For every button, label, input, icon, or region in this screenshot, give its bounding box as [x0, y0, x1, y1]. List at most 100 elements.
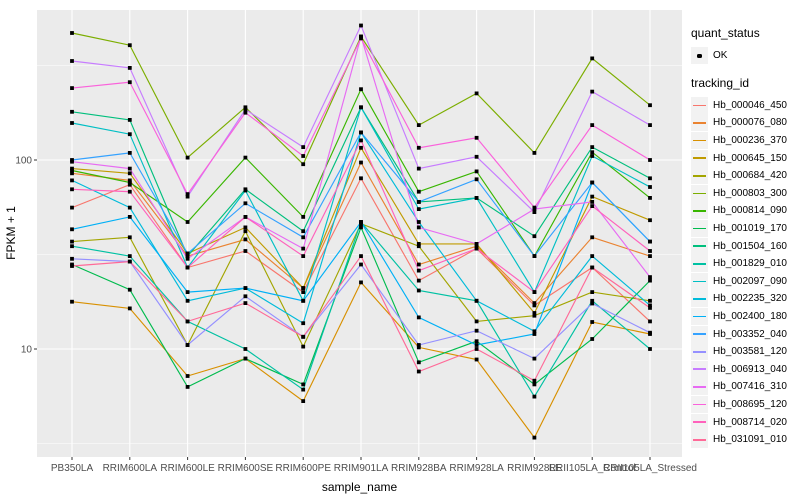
- data-point: [243, 105, 248, 110]
- data-point: [590, 123, 595, 127]
- data-point: [301, 154, 306, 158]
- legend-item-label: Hb_002235_320: [713, 293, 787, 305]
- legend-key-swatch: [691, 237, 708, 255]
- data-point: [243, 356, 248, 361]
- data-point: [243, 294, 248, 299]
- data-point: [70, 121, 74, 125]
- x-tick-label: RRIM901LA: [334, 463, 389, 474]
- legend-item[interactable]: Hb_001019_170: [691, 220, 799, 238]
- data-point: [359, 280, 363, 285]
- data-point: [127, 178, 132, 183]
- data-point: [301, 382, 306, 387]
- legend-item[interactable]: Hb_002400_180: [691, 308, 799, 326]
- data-point: [359, 36, 363, 41]
- legend-item[interactable]: Hb_000236_370: [691, 132, 799, 150]
- data-point: [532, 378, 537, 383]
- legend-item[interactable]: Hb_001504_160: [691, 237, 799, 255]
- data-point: [416, 200, 421, 204]
- data-point: [359, 105, 363, 110]
- data-point: [243, 301, 248, 305]
- data-point: [474, 357, 479, 362]
- data-point: [127, 287, 132, 292]
- legend-item[interactable]: Hb_000814_090: [691, 202, 799, 220]
- data-point: [590, 265, 595, 270]
- legend-item-label: Hb_008695_120: [713, 398, 787, 410]
- legend-item-label: Hb_003352_040: [713, 328, 787, 340]
- legend-item-ok[interactable]: OK: [691, 47, 799, 65]
- legend-item[interactable]: Hb_002097_090: [691, 272, 799, 291]
- data-point: [648, 123, 652, 127]
- data-point: [359, 138, 363, 143]
- legend-item[interactable]: Hb_002235_320: [691, 290, 799, 308]
- data-point: [532, 301, 537, 305]
- legend-item[interactable]: Hb_001829_010: [691, 255, 799, 273]
- legend-item[interactable]: Hb_000046_450: [691, 96, 799, 115]
- legend-item[interactable]: Hb_000076_080: [691, 114, 799, 132]
- legend-item[interactable]: Hb_031091_010: [691, 431, 799, 449]
- data-point: [474, 91, 479, 96]
- legend-key-swatch: [691, 431, 708, 449]
- data-point: [532, 435, 537, 440]
- series-color-line-icon: [693, 280, 706, 283]
- data-point: [590, 235, 595, 240]
- data-point: [185, 374, 190, 378]
- data-point: [648, 298, 652, 303]
- data-point: [243, 107, 248, 112]
- legend-spacer: [691, 65, 799, 76]
- legend-item[interactable]: Hb_000803_300: [691, 184, 799, 203]
- data-point: [301, 145, 306, 149]
- data-point: [185, 192, 190, 196]
- legend-item[interactable]: Hb_003581_120: [691, 343, 799, 361]
- legend-key-swatch: [691, 413, 708, 431]
- point-marker-icon: [697, 53, 702, 59]
- data-point: [359, 176, 363, 181]
- series-color-line-icon: [693, 315, 706, 318]
- data-point: [416, 242, 421, 246]
- data-point: [532, 205, 537, 210]
- data-point: [185, 194, 190, 199]
- x-tick-label: RRIM928BA: [391, 463, 447, 474]
- data-point: [648, 330, 652, 335]
- data-point: [301, 229, 306, 234]
- x-tick-label: RRII105LA_Stressed: [603, 463, 697, 474]
- legend-item-label: Hb_001019_170: [713, 223, 787, 235]
- y-tick-label: 100: [15, 156, 32, 167]
- data-point: [416, 207, 421, 211]
- data-point: [301, 387, 306, 392]
- data-point: [185, 256, 190, 261]
- legend-item[interactable]: Hb_000645_150: [691, 149, 799, 167]
- ok-point-icon: [691, 47, 708, 65]
- data-point: [648, 176, 652, 181]
- legend-item[interactable]: Hb_008695_120: [691, 395, 799, 414]
- legend-key-swatch: [691, 343, 708, 361]
- data-point: [127, 66, 132, 70]
- legend-item[interactable]: Hb_003352_040: [691, 325, 799, 343]
- data-point: [648, 254, 652, 258]
- legend-key-swatch: [691, 220, 708, 238]
- data-point: [243, 110, 248, 115]
- legend-item-label: Hb_000814_090: [713, 205, 787, 217]
- legend-item[interactable]: Hb_007416_310: [691, 378, 799, 396]
- data-point: [648, 158, 652, 162]
- legend-item[interactable]: Hb_006913_040: [691, 360, 799, 379]
- data-point: [416, 220, 421, 224]
- x-tick-label: RRIM600LA: [103, 463, 158, 474]
- data-point: [532, 332, 537, 336]
- legend-item[interactable]: Hb_000684_420: [691, 167, 799, 185]
- data-point: [590, 56, 595, 61]
- data-point: [416, 166, 421, 171]
- data-point: [474, 244, 479, 249]
- legend-item[interactable]: Hb_008714_020: [691, 413, 799, 431]
- data-point: [532, 234, 537, 239]
- data-point: [416, 278, 421, 283]
- data-point: [70, 109, 74, 114]
- data-point: [474, 319, 479, 324]
- data-point: [416, 345, 421, 350]
- data-point: [127, 254, 132, 258]
- data-point: [474, 347, 479, 351]
- legend-item-label: Hb_006913_040: [713, 363, 787, 375]
- x-tick-label: RRII105LA_Control: [549, 463, 636, 474]
- data-point: [243, 286, 248, 290]
- legend-key-swatch: [691, 290, 708, 308]
- x-tick-label: PB350LA: [51, 463, 94, 474]
